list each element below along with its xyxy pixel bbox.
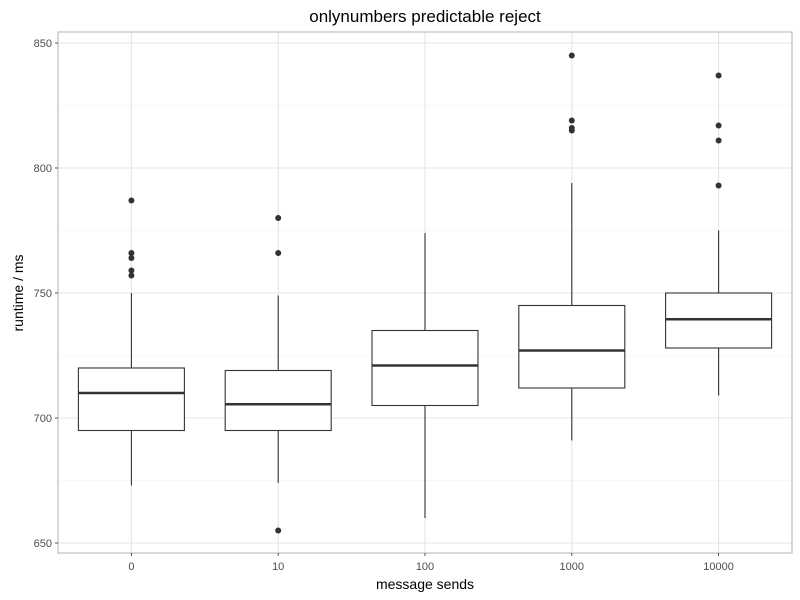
box-group-0	[77, 197, 185, 486]
outlier-point	[275, 250, 282, 256]
y-tick-label: 650	[34, 538, 52, 550]
box-body	[77, 367, 185, 432]
y-tick-label: 700	[34, 413, 52, 425]
chart-title: onlynumbers predictable reject	[309, 7, 541, 26]
y-tick-labels: 650 700 750 800 850	[34, 38, 58, 550]
box-body	[224, 369, 332, 432]
x-axis-title: message sends	[376, 576, 474, 592]
box-body	[518, 304, 626, 389]
x-tick-label: 100	[416, 561, 434, 573]
box-group-1000	[518, 52, 626, 441]
box-group-10000	[665, 72, 773, 396]
outlier-point	[128, 250, 135, 256]
outlier-point	[715, 72, 722, 79]
x-tick-label: 0	[128, 561, 134, 573]
x-tick-labels: 0 10 100 1000 10000	[128, 553, 734, 573]
x-tick-label: 10	[272, 561, 284, 573]
outlier-point	[275, 527, 282, 534]
box-body	[371, 329, 479, 407]
y-tick-label: 850	[34, 38, 52, 50]
outlier-point	[128, 267, 135, 274]
outlier-point	[715, 137, 722, 144]
y-tick-label: 800	[34, 163, 52, 175]
outlier-point	[715, 182, 722, 189]
box-group-100	[371, 233, 479, 518]
outlier-point	[568, 117, 575, 124]
x-tick-label: 1000	[560, 561, 584, 573]
y-tick-label: 750	[34, 288, 52, 300]
outlier-point	[128, 272, 135, 279]
y-axis-title: runtime / ms	[10, 254, 26, 331]
outlier-point	[128, 255, 135, 261]
x-tick-label: 10000	[703, 561, 734, 573]
box-layer	[77, 52, 773, 534]
outlier-point	[128, 197, 135, 204]
outlier-point	[568, 125, 575, 131]
box-group-10	[224, 215, 332, 534]
outlier-point	[275, 215, 282, 221]
outlier-point	[568, 52, 575, 59]
outlier-point	[715, 122, 722, 129]
